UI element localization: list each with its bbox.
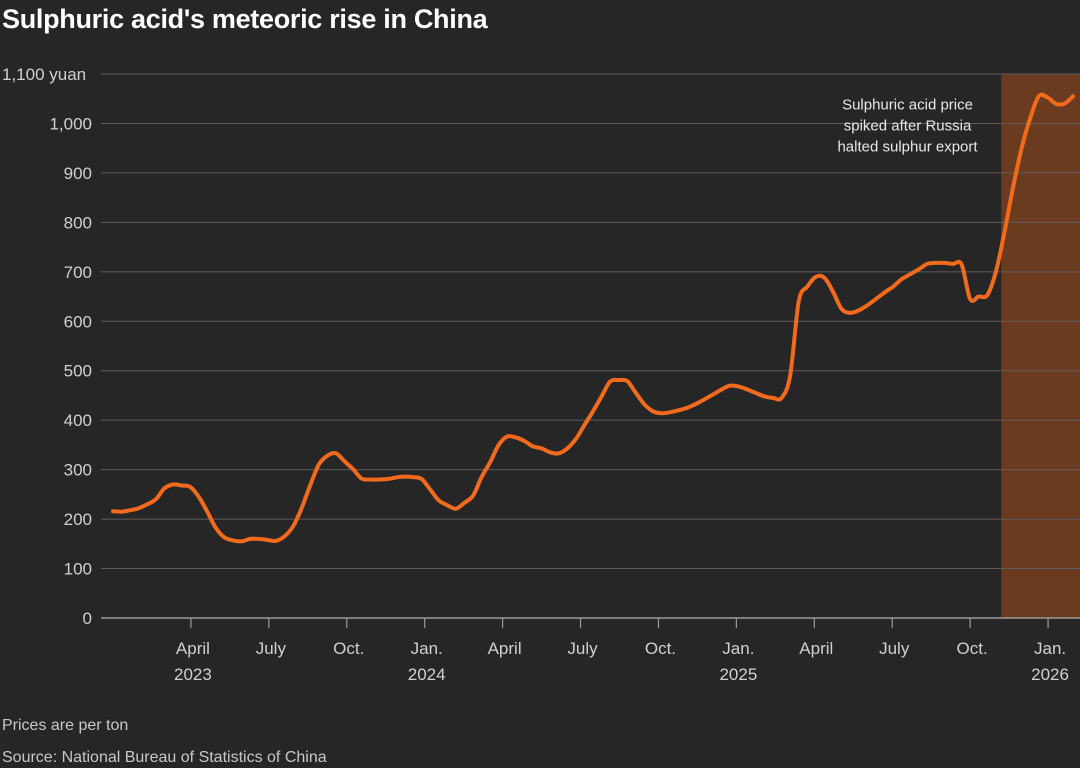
x-tick-year-label: 2026 [1031,665,1069,684]
x-tick-label: July [567,639,598,658]
y-tick-label: 1,100 yuan [2,65,86,84]
annotation-line: halted sulphur export [837,139,978,156]
y-tick-label: 0 [83,609,92,628]
y-tick-label: 400 [64,411,92,430]
x-tick-label: April [176,639,210,658]
annotation-line: Sulphuric acid price [842,97,973,114]
y-tick-label: 1,000 [49,114,92,133]
price-line [111,92,1075,544]
x-tick-label: Oct. [645,639,676,658]
x-tick-label: April [799,639,833,658]
x-tick-year-label: 2023 [174,665,212,684]
x-tick-label: Oct. [957,639,988,658]
gridlines [101,73,1080,570]
y-tick-label: 100 [64,560,92,579]
source-note: Source: National Bureau of Statistics of… [2,749,327,766]
footnote: Prices are per ton [2,717,129,734]
chart-title: Sulphuric acid's meteoric rise in China [2,4,488,34]
x-axis: April 2023 July Oct. Jan. 2024 April July Oct. Ja… [174,618,1069,684]
x-tick-label: July [256,639,287,658]
x-tick-label: July [879,639,910,658]
y-axis: 0 100 200 300 400 500 600 700 800 900 1,000 1,100 y… [2,65,92,628]
x-tick-year-label: 2025 [719,665,757,684]
x-tick-year-label: 2024 [408,665,446,684]
y-tick-label: 200 [64,510,92,529]
y-tick-label: 300 [64,461,92,480]
x-tick-label: Oct. [333,639,364,658]
x-tick-label: April [488,639,522,658]
y-tick-label: 600 [64,312,92,331]
y-tick-label: 500 [64,362,92,381]
x-tick-label: Jan. [1034,639,1066,658]
annotation: Sulphuric acid price spiked after Russia h… [837,97,978,156]
x-tick-label: Jan. [722,639,754,658]
x-tick-label: Jan. [411,639,443,658]
y-tick-label: 800 [64,213,92,232]
highlight-region [1001,74,1080,618]
annotation-line: spiked after Russia [844,118,972,135]
y-tick-label: 700 [64,263,92,282]
y-tick-label: 900 [64,164,92,183]
